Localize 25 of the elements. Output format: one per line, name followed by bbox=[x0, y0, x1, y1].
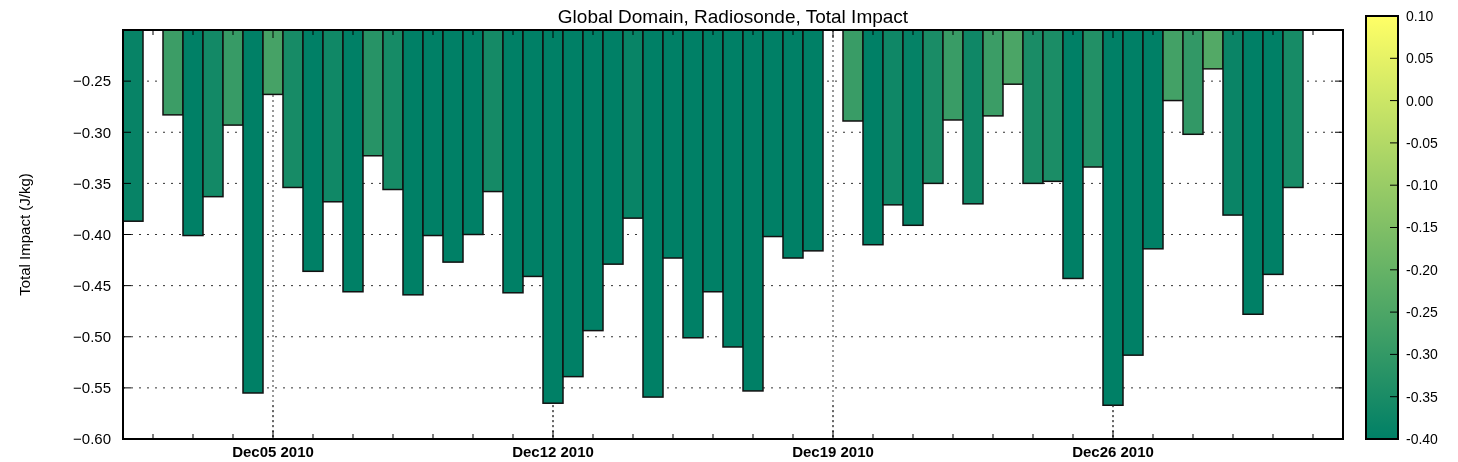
color-bar-label: -0.25 bbox=[1406, 304, 1439, 320]
color-bar-label: 0.00 bbox=[1406, 92, 1434, 109]
color-bar-label: -0.30 bbox=[1406, 346, 1439, 363]
y-axis-title: Total Impact (J/kg) bbox=[16, 173, 33, 296]
color-bar-label: -0.10 bbox=[1406, 177, 1439, 194]
y-tick-label: −0.35 bbox=[73, 174, 111, 192]
color-bar-label: -0.20 bbox=[1406, 261, 1439, 278]
x-tick-label: Dec26 2010 bbox=[1072, 443, 1154, 460]
y-tick-label: −0.60 bbox=[73, 430, 111, 448]
y-tick-label: −0.25 bbox=[73, 72, 111, 90]
x-tick-label: Dec05 2010 bbox=[232, 443, 314, 460]
y-tick-label: −0.50 bbox=[73, 328, 111, 345]
chart-title: Global Domain, Radiosonde, Total Impact bbox=[557, 6, 909, 27]
color-bar-label: 0.10 bbox=[1406, 7, 1434, 24]
y-tick-label: −0.40 bbox=[73, 225, 111, 243]
y-tick-label: −0.45 bbox=[73, 276, 111, 294]
y-tick-label: −0.30 bbox=[73, 123, 111, 141]
color-bar-label: 0.05 bbox=[1406, 50, 1434, 67]
x-tick-label: Dec19 2010 bbox=[792, 443, 874, 460]
x-tick-label: Dec12 2010 bbox=[512, 443, 594, 460]
color-bar-label: -0.35 bbox=[1406, 388, 1439, 405]
color-bar-label: -0.15 bbox=[1406, 219, 1439, 236]
color-bar-label: -0.40 bbox=[1406, 430, 1439, 447]
color-bar-label: -0.05 bbox=[1406, 134, 1439, 151]
y-tick-label: −0.55 bbox=[73, 379, 111, 397]
